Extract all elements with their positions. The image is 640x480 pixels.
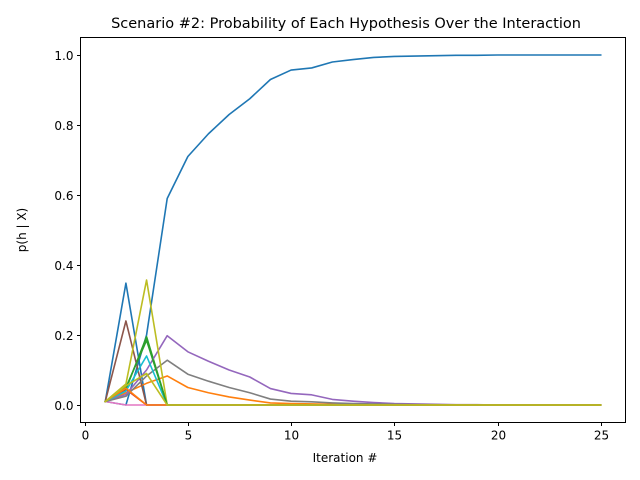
series-line-6 xyxy=(104,334,602,406)
y-tick-label: 1.0 xyxy=(54,49,73,63)
y-tick-label: 0.0 xyxy=(54,399,73,413)
series-line-7 xyxy=(104,320,602,406)
x-tick-label: 0 xyxy=(82,429,90,443)
x-tick-label: 20 xyxy=(491,429,506,443)
series-line-5 xyxy=(104,388,602,406)
series-line-1 xyxy=(104,54,602,406)
y-axis-ticks: 0.0 0.2 0.4 0.6 0.8 1.0 xyxy=(54,49,81,413)
x-tick-label: 15 xyxy=(387,429,402,443)
y-tick-label: 0.8 xyxy=(54,119,73,133)
x-tick-label: 5 xyxy=(185,429,193,443)
y-tick-label: 0.2 xyxy=(54,329,73,343)
x-axis-label: Iteration # xyxy=(313,451,378,465)
y-tick-label: 0.6 xyxy=(54,189,73,203)
series-line-11 xyxy=(104,355,602,406)
x-tick-label: 10 xyxy=(284,429,299,443)
chart-title: Scenario #2: Probability of Each Hypothe… xyxy=(111,16,581,32)
x-axis-ticks: 0 5 10 15 20 25 xyxy=(82,422,609,443)
series-line-10 xyxy=(104,279,602,406)
series-line-2 xyxy=(104,282,602,406)
series-line-12 xyxy=(104,339,602,406)
y-axis-label: p(h | X) xyxy=(15,208,29,252)
x-tick-label: 25 xyxy=(594,429,609,443)
series-line-13 xyxy=(104,387,602,406)
series-line-4 xyxy=(104,335,602,406)
series-line-14 xyxy=(104,372,602,406)
plot-frame xyxy=(80,37,626,423)
y-tick-label: 0.4 xyxy=(54,259,73,273)
series-layer xyxy=(104,54,602,406)
axes-layer xyxy=(80,37,626,423)
